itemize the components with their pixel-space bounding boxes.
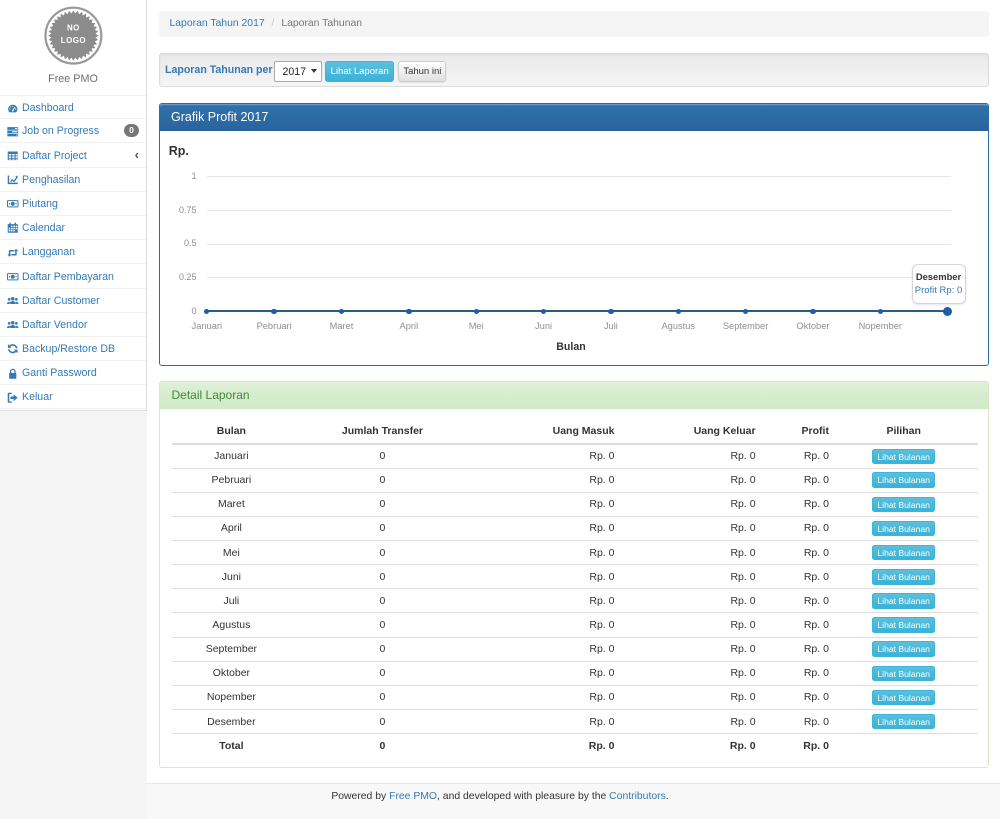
svg-text:LOGO: LOGO bbox=[61, 36, 86, 45]
svg-text:NO: NO bbox=[67, 24, 80, 33]
